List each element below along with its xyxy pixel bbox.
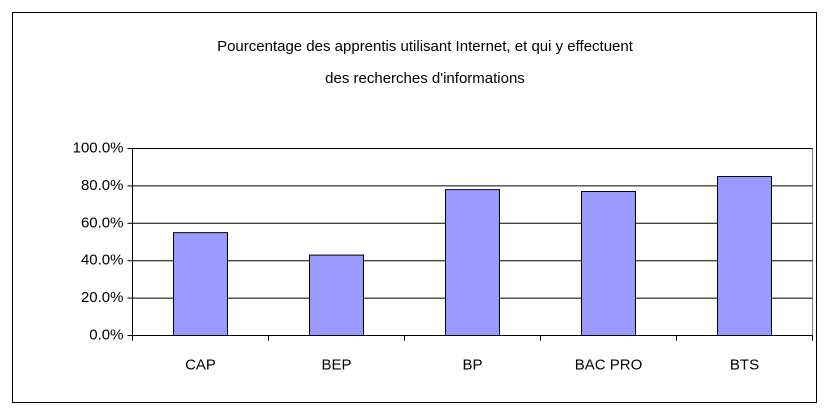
bar: [445, 189, 500, 336]
y-tick-label: 80.0%: [81, 177, 124, 194]
chart-title: des recherches d'informations: [325, 70, 525, 87]
x-tick-label: BAC PRO: [575, 356, 643, 373]
y-tick-label: 0.0%: [89, 326, 123, 343]
bar: [581, 191, 636, 336]
bar: [173, 232, 228, 336]
bar: [309, 254, 364, 336]
x-tick-label: CAP: [185, 356, 216, 373]
y-tick-label: 100.0%: [73, 139, 124, 156]
x-tick-label: BP: [462, 356, 482, 373]
x-tick-label: BTS: [730, 356, 759, 373]
bar: [717, 176, 772, 336]
x-tick-label: BEP: [321, 356, 351, 373]
y-tick-label: 20.0%: [81, 289, 124, 306]
y-tick-label: 40.0%: [81, 252, 124, 269]
chart-title: Pourcentage des apprentis utilisant Inte…: [217, 38, 634, 55]
y-tick-label: 60.0%: [81, 214, 124, 231]
